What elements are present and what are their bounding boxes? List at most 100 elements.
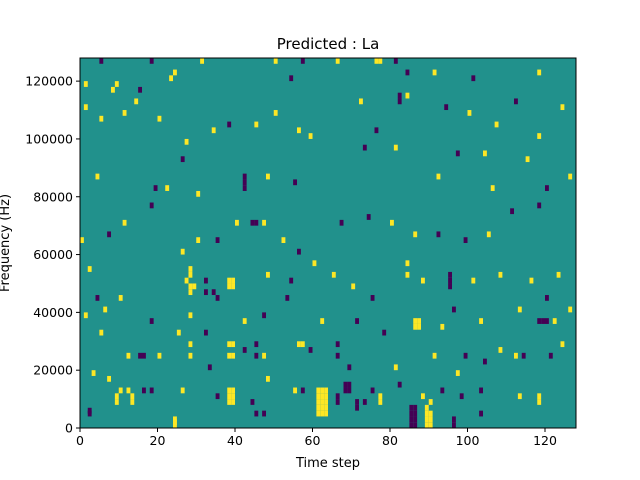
heatmap-cell xyxy=(114,399,119,405)
heatmap-cell xyxy=(552,318,557,324)
y-tick-label: 80000 xyxy=(33,189,73,204)
heatmap-cell xyxy=(242,185,247,191)
heatmap-cell xyxy=(231,352,236,359)
heatmap-cell xyxy=(91,370,96,376)
heatmap-cell xyxy=(405,271,410,278)
heatmap-cell xyxy=(421,393,425,400)
heatmap-cell xyxy=(320,387,325,394)
heatmap-cell xyxy=(114,393,119,400)
heatmap-cell xyxy=(87,266,92,272)
y-tick-label: 120000 xyxy=(25,74,73,89)
heatmap-cell xyxy=(525,156,530,163)
heatmap-cell xyxy=(266,375,270,382)
heatmap-cell xyxy=(568,173,573,180)
heatmap-cell xyxy=(95,173,100,180)
heatmap-cell xyxy=(428,410,433,417)
plot-area xyxy=(79,57,577,429)
heatmap-cell xyxy=(452,416,456,423)
heatmap-cell xyxy=(545,318,549,324)
heatmap-cell xyxy=(262,312,267,319)
heatmap-cell xyxy=(479,318,484,324)
heatmap-cell xyxy=(300,341,305,348)
chart-title: Predicted : La xyxy=(277,35,380,53)
heatmap-cell xyxy=(452,306,456,313)
heatmap-cell xyxy=(421,277,425,284)
heatmap-cell xyxy=(207,364,212,371)
heatmap-cell xyxy=(107,375,112,382)
heatmap-cell xyxy=(204,277,208,284)
heatmap-cell xyxy=(196,190,201,197)
heatmap-cell xyxy=(366,214,371,220)
heatmap-cell xyxy=(428,422,433,428)
heatmap-cell xyxy=(331,271,336,278)
heatmap-cell xyxy=(432,69,437,76)
heatmap-cell xyxy=(138,86,143,93)
heatmap-cell xyxy=(200,58,205,64)
heatmap-cell xyxy=(126,387,131,394)
heatmap-cell xyxy=(297,127,301,134)
heatmap-cell xyxy=(521,352,526,359)
y-tick-label: 40000 xyxy=(33,305,73,320)
plot-frame xyxy=(79,57,577,429)
heatmap-cell xyxy=(335,341,340,348)
heatmap-cell xyxy=(537,69,542,76)
heatmap-cell xyxy=(157,115,162,122)
heatmap-cell xyxy=(335,393,340,400)
heatmap-cell xyxy=(537,399,542,405)
heatmap-cell xyxy=(242,347,247,353)
heatmap-cell xyxy=(390,219,394,226)
heatmap-cell xyxy=(413,422,418,428)
heatmap-cell xyxy=(254,219,259,226)
heatmap-cell xyxy=(149,318,154,324)
x-axis-label: Time step xyxy=(295,456,360,471)
heatmap-cell xyxy=(324,393,329,400)
heatmap-cell xyxy=(211,127,216,134)
heatmap-cell xyxy=(529,277,534,284)
heatmap-cell xyxy=(289,277,294,284)
heatmap-cell xyxy=(378,393,383,400)
heatmap-cell xyxy=(130,393,135,400)
heatmap-cell xyxy=(138,352,143,359)
heatmap-cell xyxy=(188,271,193,278)
heatmap-cell xyxy=(393,144,398,151)
heatmap-cell xyxy=(188,341,193,348)
heatmap-cell xyxy=(455,150,460,157)
heatmap-cell xyxy=(316,387,321,394)
heatmap-cell xyxy=(231,393,236,400)
heatmap-cell xyxy=(235,219,239,226)
heatmap-cell xyxy=(149,202,154,209)
heatmap-cell xyxy=(242,179,247,186)
heatmap-cell xyxy=(498,347,503,353)
heatmap-cell xyxy=(300,387,305,394)
heatmap-cell xyxy=(424,404,429,411)
heatmap-cell xyxy=(393,58,398,64)
heatmap-cell xyxy=(428,416,433,423)
heatmap-cell xyxy=(227,387,232,394)
heatmap-cell xyxy=(83,81,88,87)
heatmap-cell xyxy=(339,219,344,226)
heatmap-cell xyxy=(122,110,127,116)
heatmap-cell xyxy=(231,277,236,284)
heatmap-cell xyxy=(459,393,464,400)
heatmap-cell xyxy=(231,387,236,394)
heatmap-cell xyxy=(355,399,360,405)
heatmap-cell xyxy=(126,352,131,359)
heatmap-cell xyxy=(118,387,123,394)
heatmap-cell xyxy=(514,352,518,359)
heatmap-cell xyxy=(347,381,352,388)
heatmap-cell xyxy=(227,393,232,400)
heatmap-cell xyxy=(320,318,325,324)
x-tick-label: 80 xyxy=(382,433,398,448)
heatmap-cell xyxy=(254,352,259,359)
heatmap-cell xyxy=(343,387,348,394)
heatmap-cell xyxy=(510,208,515,215)
heatmap-cell xyxy=(324,399,329,405)
heatmap-cell xyxy=(285,295,290,301)
heatmap-cell xyxy=(250,219,255,226)
heatmap-cell xyxy=(266,173,270,180)
heatmap-cell xyxy=(378,58,383,64)
heatmap-cell xyxy=(122,219,127,226)
heatmap-cell xyxy=(432,352,437,359)
heatmap-cell xyxy=(537,318,542,324)
heatmap-cell xyxy=(335,58,340,64)
